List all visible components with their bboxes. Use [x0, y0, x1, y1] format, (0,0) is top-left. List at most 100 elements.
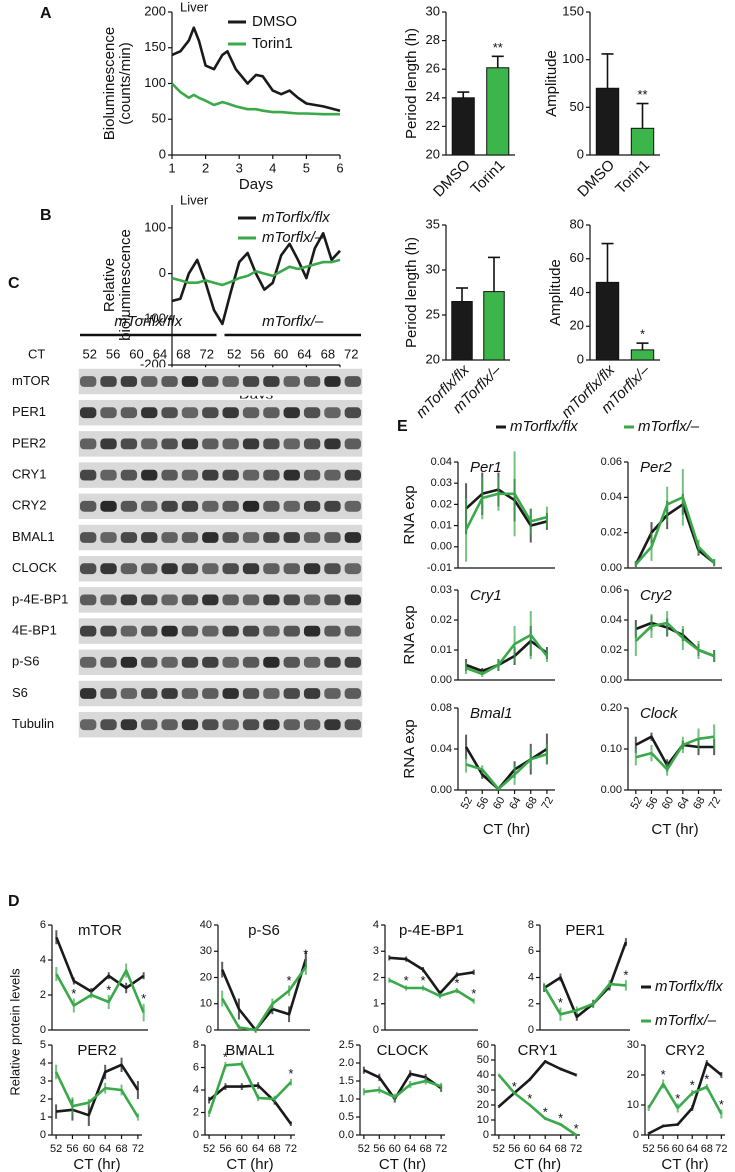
y-tick-label: 20 — [477, 1099, 489, 1111]
blot-band — [141, 407, 158, 419]
y-tick-label: 0.00 — [601, 562, 622, 574]
blot-band — [100, 563, 117, 575]
significance-mark: * — [303, 947, 308, 962]
lane-label: 64 — [153, 346, 167, 361]
line-series — [171, 26, 341, 112]
blot-band — [303, 688, 321, 699]
x-tick-label: 1 — [168, 160, 175, 175]
bar — [483, 291, 505, 361]
y-tick-label: 0.02 — [601, 644, 622, 656]
line-series — [171, 258, 341, 287]
line-series — [363, 1079, 442, 1099]
significance-mark: * — [512, 1079, 517, 1094]
blot-band — [120, 719, 138, 731]
legend-label: mTorflx/– — [262, 229, 324, 246]
significance-mark: * — [543, 1104, 548, 1119]
panel-label: E — [397, 418, 408, 435]
blot-band — [283, 407, 300, 419]
x-tick-label: 56 — [373, 1143, 385, 1155]
y-tick-label: 4 — [373, 919, 379, 931]
y-tick-label: 0.02 — [431, 498, 452, 510]
y-tick-label: 30 — [477, 1084, 489, 1096]
blot-band — [324, 532, 341, 543]
y-tick-label: 0 — [159, 146, 166, 161]
y-tick-label: 0.06 — [601, 456, 622, 468]
blot-band — [80, 407, 97, 419]
x-tick-label: 56 — [508, 1143, 520, 1155]
y-tick-label: 20 — [200, 971, 212, 983]
line-series — [497, 1074, 577, 1137]
significance-mark: * — [141, 991, 146, 1006]
y-tick-label: 0.01 — [431, 644, 452, 656]
blot-band — [263, 625, 280, 637]
significance-mark: ** — [493, 40, 503, 55]
y-tick-label: 6 — [528, 945, 534, 957]
blot-band — [161, 719, 178, 731]
chart-title: Cry1 — [470, 587, 502, 604]
blot-band — [222, 469, 239, 481]
x-tick-label: 3 — [236, 160, 243, 175]
blot-band — [141, 532, 158, 543]
x-tick-label: 68 — [268, 1143, 280, 1155]
y-tick-label: 1 — [40, 1111, 46, 1123]
blot-band — [80, 438, 97, 450]
line-series — [635, 735, 715, 771]
panel-label: D — [8, 893, 20, 910]
blot-band — [324, 500, 341, 512]
line-series — [389, 956, 474, 995]
blot-band — [344, 469, 361, 481]
blot-band — [242, 563, 260, 575]
blot-band — [161, 532, 178, 543]
blot-band — [303, 594, 321, 606]
chart-title: p-S6 — [248, 922, 280, 939]
blot-band — [283, 469, 300, 481]
y-tick-label: 0 — [373, 1024, 379, 1036]
blot-band — [181, 688, 199, 699]
y-tick-label: 0.04 — [431, 456, 452, 468]
chart-title: mTOR — [78, 922, 122, 939]
x-axis-label: CT (hr) — [483, 821, 530, 838]
significance-mark: * — [640, 327, 645, 342]
x-tick-label: 60 — [524, 1143, 536, 1155]
chart-title: BMAL1 — [225, 1042, 274, 1059]
blot-band — [303, 500, 321, 512]
blot-band — [344, 719, 361, 731]
significance-mark: * — [527, 1091, 532, 1106]
y-tick-label: 0 — [577, 146, 584, 161]
x-tick-label: Torin1 — [467, 157, 508, 198]
blot-band — [242, 688, 260, 699]
x-tick-label: 60 — [236, 1143, 248, 1155]
blot-band — [303, 376, 321, 387]
y-tick-label: 25 — [426, 306, 440, 321]
significance-mark: * — [558, 995, 563, 1010]
blot-band — [303, 563, 321, 575]
y-tick-label: 20 — [570, 318, 584, 333]
line-series — [648, 1061, 723, 1135]
blot-band — [141, 625, 158, 637]
blot-band — [222, 625, 239, 637]
lane-label: 52 — [82, 346, 96, 361]
blot-band — [181, 407, 199, 419]
blot-band — [202, 688, 219, 699]
blot-band — [263, 688, 280, 699]
blot-band — [263, 407, 280, 419]
x-tick-label: 60 — [491, 795, 508, 812]
x-tick-label: 64 — [686, 1143, 698, 1155]
lane-label: 72 — [344, 346, 358, 361]
blot-band — [161, 688, 178, 699]
x-tick-label: 64 — [539, 1143, 551, 1155]
blot-band — [181, 438, 199, 450]
y-tick-label: 5 — [40, 1039, 46, 1051]
y-tick-label: 0.08 — [431, 702, 452, 714]
blot-band — [263, 563, 280, 575]
lane-label: 72 — [200, 346, 214, 361]
annotation: Liver — [180, 0, 209, 14]
chart-title: PER2 — [77, 1042, 116, 1059]
blot-band — [181, 625, 199, 637]
blot-band — [120, 594, 138, 606]
blot-band — [161, 469, 178, 481]
blot-band — [80, 656, 97, 668]
line-series — [465, 752, 548, 791]
blot-band — [242, 500, 260, 512]
blot-band — [222, 688, 239, 699]
